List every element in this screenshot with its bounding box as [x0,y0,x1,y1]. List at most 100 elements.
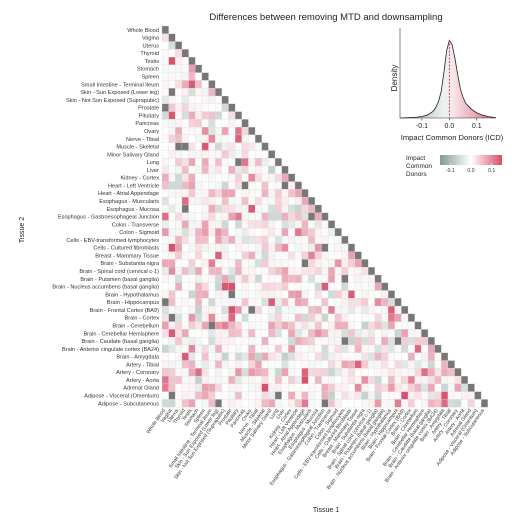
heatmap-cell [161,321,169,330]
heatmap-cell [235,212,242,221]
heatmap-cell [175,204,183,213]
heatmap-cell [228,150,236,159]
heatmap-cell [274,235,282,244]
heatmap-cell [208,298,216,307]
legend-title-line-1: Impact [406,155,425,162]
heatmap-cell [281,235,289,244]
heatmap-cell [201,399,209,408]
heatmap-cell [348,368,355,377]
heatmap-cell [401,352,409,361]
heatmap-cell [308,344,316,353]
heatmap-cell [328,267,336,276]
heatmap-cell [215,173,222,182]
heatmap-cell [215,111,222,120]
heatmap-cell [294,337,302,346]
heatmap-cell [221,228,229,237]
heatmap-cell [235,127,242,136]
heatmap-cell [361,305,369,314]
x-tick-labels: Whole BloodVaginaUterusThyroidTestisStom… [145,408,486,491]
heatmap-cell [374,391,382,400]
heatmap-cell [228,375,236,385]
heatmap-cell [188,56,196,66]
heatmap-cell [168,290,176,299]
heatmap-cell [274,383,282,392]
heatmap-cell [268,189,276,198]
heatmap-cell [208,282,216,291]
heatmap-cell [228,251,236,260]
heatmap-cell [381,352,389,361]
heatmap-cell [328,274,336,283]
heatmap-cell [248,399,256,408]
heatmap-cell [168,344,176,353]
heatmap-cell [161,337,169,346]
heatmap-cell [168,305,176,314]
heatmap-cell [241,383,249,392]
heatmap-cell [308,360,316,369]
heatmap-cell [254,344,262,353]
heatmap-cell [168,298,176,307]
heatmap-cell [248,368,256,377]
heatmap-cell [188,127,196,136]
heatmap-cell [248,360,256,369]
heatmap-cell [175,228,183,237]
heatmap-cell [328,313,336,322]
heatmap-cell [401,321,409,330]
legend-ticks: -0.1 0.0 0.1 [446,163,495,174]
heatmap-cell [248,251,256,260]
heatmap-cell [261,399,269,408]
heatmap-cell [254,259,262,268]
heatmap-cell [235,267,242,276]
heatmap-cell [161,329,169,338]
heatmap-cell [447,375,455,385]
heatmap-cell [334,282,342,291]
heatmap-cell [208,95,216,104]
heatmap-cell [374,375,382,385]
heatmap-cell [208,267,216,276]
heatmap-cell [321,235,329,244]
heatmap-cell [221,204,229,213]
heatmap-cell [294,267,302,276]
heatmap-cell [235,259,242,268]
heatmap-cell [261,235,269,244]
heatmap-cell [268,290,276,299]
heatmap-cell [208,329,216,338]
heatmap-cell [254,165,262,174]
heatmap-cell [228,391,236,400]
heatmap-cell [195,399,203,408]
heatmap-cell [414,375,422,385]
heatmap-cell [168,127,176,136]
heatmap-cell [221,173,229,182]
heatmap-cell [281,204,289,213]
heatmap-cell [361,313,369,322]
heatmap-cell [175,95,183,104]
heatmap-cell [261,142,269,151]
heatmap-cell [381,368,389,377]
heatmap-cell [168,165,176,174]
heatmap-cell [215,259,222,268]
heatmap-cell [161,56,169,66]
heatmap-cell [294,251,302,260]
heatmap-cell [328,243,336,252]
heatmap-cell [341,321,349,330]
heatmap-cell [175,158,183,167]
heatmap-cell [294,391,302,400]
heatmap-cell [268,329,276,338]
heatmap-cell [181,56,189,66]
heatmap-cell [368,298,375,307]
heatmap-cell [421,375,429,385]
heatmap-cell [181,352,189,361]
heatmap-cell [308,391,316,400]
heatmap-cell [181,267,189,276]
heatmap-cell [221,282,229,291]
heatmap-cell [254,383,262,392]
color-legend: Impact Common Donors -0.1 0.0 0.1 [406,155,502,178]
heatmap-cell [188,360,196,369]
heatmap-cell [407,321,415,330]
heatmap-cell [268,173,276,182]
heatmap-cell [235,228,242,237]
heatmap-cell [254,399,262,408]
heatmap-cell [381,360,389,369]
heatmap-cell [195,72,203,81]
heatmap-cell [294,290,302,299]
